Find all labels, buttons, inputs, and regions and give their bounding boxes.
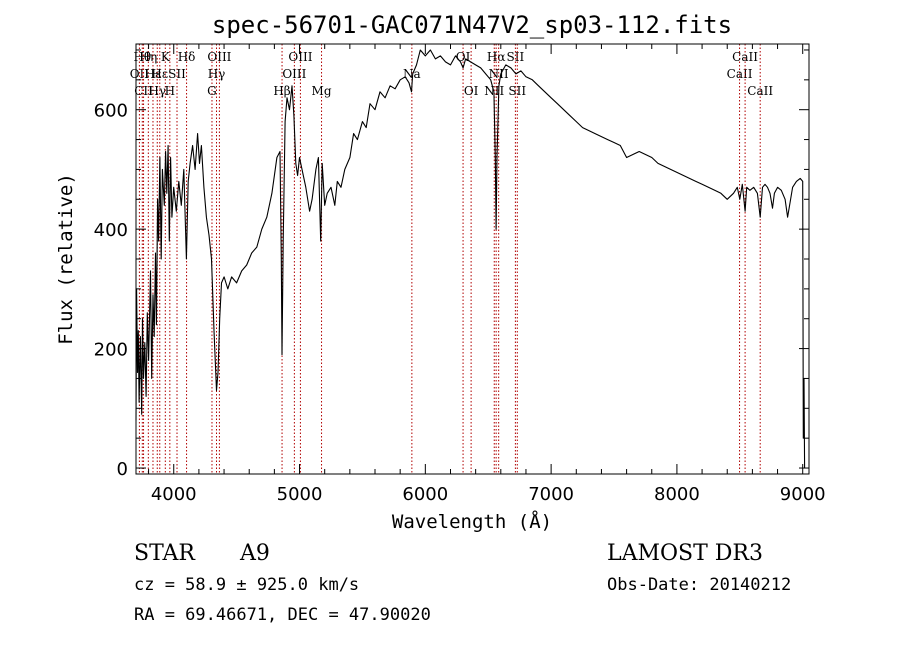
x-tick-label: 8000 — [654, 484, 700, 505]
line-marker-label: K — [161, 50, 171, 64]
line-marker-label: OIII — [207, 50, 231, 64]
line-marker-label: SII — [507, 50, 525, 64]
survey-name: LAMOST DR3 — [607, 541, 763, 566]
line-marker-label: OI — [464, 84, 479, 98]
line-marker-label: NII — [484, 84, 504, 98]
axis-ticks: 4000 5000 6000 7000 8000 9000 0 200 400 600 — [94, 44, 826, 505]
x-tick-label: 5000 — [277, 484, 323, 505]
x-tick-label: 7000 — [528, 484, 574, 505]
line-marker-label: Hη — [139, 50, 157, 64]
line-marker-label: H — [165, 84, 175, 98]
y-tick-label: 0 — [117, 459, 128, 480]
line-marker-label: Mg — [312, 84, 332, 98]
chart-title: spec-56701-GAC071N47V2_sp03-112.fits — [212, 11, 732, 39]
spectrum-series — [135, 49, 806, 469]
y-tick-label: 600 — [94, 101, 128, 122]
y-tick-label: 400 — [94, 220, 128, 241]
line-marker-label: CaII — [732, 50, 758, 64]
line-marker-label: CaII — [747, 84, 773, 98]
line-marker-label: CaII — [727, 67, 753, 81]
line-marker-label: Hα — [487, 50, 506, 64]
spectrum-line — [135, 49, 806, 469]
line-marker-label: Hε — [145, 67, 162, 81]
redshift-cz: cz = 58.9 ± 925.0 km/s — [134, 575, 359, 595]
x-tick-label: 4000 — [151, 484, 197, 505]
object-subclass: A9 — [239, 541, 270, 566]
line-marker-label: Hθ — [133, 50, 151, 64]
line-marker-label: SII — [168, 67, 186, 81]
x-tick-label: 9000 — [780, 484, 826, 505]
line-marker-label: Hγ — [148, 84, 166, 98]
object-class: STAR — [134, 541, 196, 566]
obs-date: Obs-Date: 20140212 — [607, 575, 791, 595]
x-tick-label: 6000 — [402, 484, 448, 505]
plot-frame — [135, 43, 810, 475]
line-marker-label: Na — [403, 67, 421, 81]
line-marker-label: OIII — [282, 67, 306, 81]
line-marker-label: G — [207, 84, 217, 98]
y-tick-label: 200 — [94, 340, 128, 361]
line-marker-label: Hε — [151, 67, 168, 81]
y-axis-label: Flux (relative) — [55, 173, 77, 345]
line-marker-label: Hδ — [178, 50, 196, 64]
line-marker-label: NII — [489, 67, 509, 81]
line-marker-label: Hβ — [273, 84, 290, 98]
line-marker-label: OIII — [288, 50, 312, 64]
line-markers: OIIHθCIIHηHεHγHεKHSIIHδGHγOIIIHβOIIIOIII… — [130, 44, 773, 474]
line-marker-label: OI — [456, 50, 471, 64]
x-axis-label: Wavelength (Å) — [392, 510, 552, 533]
line-marker-label: SII — [508, 84, 526, 98]
line-marker-label: OII — [130, 67, 150, 81]
line-marker-label: Hγ — [208, 67, 226, 81]
ra-dec: RA = 69.46671, DEC = 47.90020 — [134, 605, 431, 625]
